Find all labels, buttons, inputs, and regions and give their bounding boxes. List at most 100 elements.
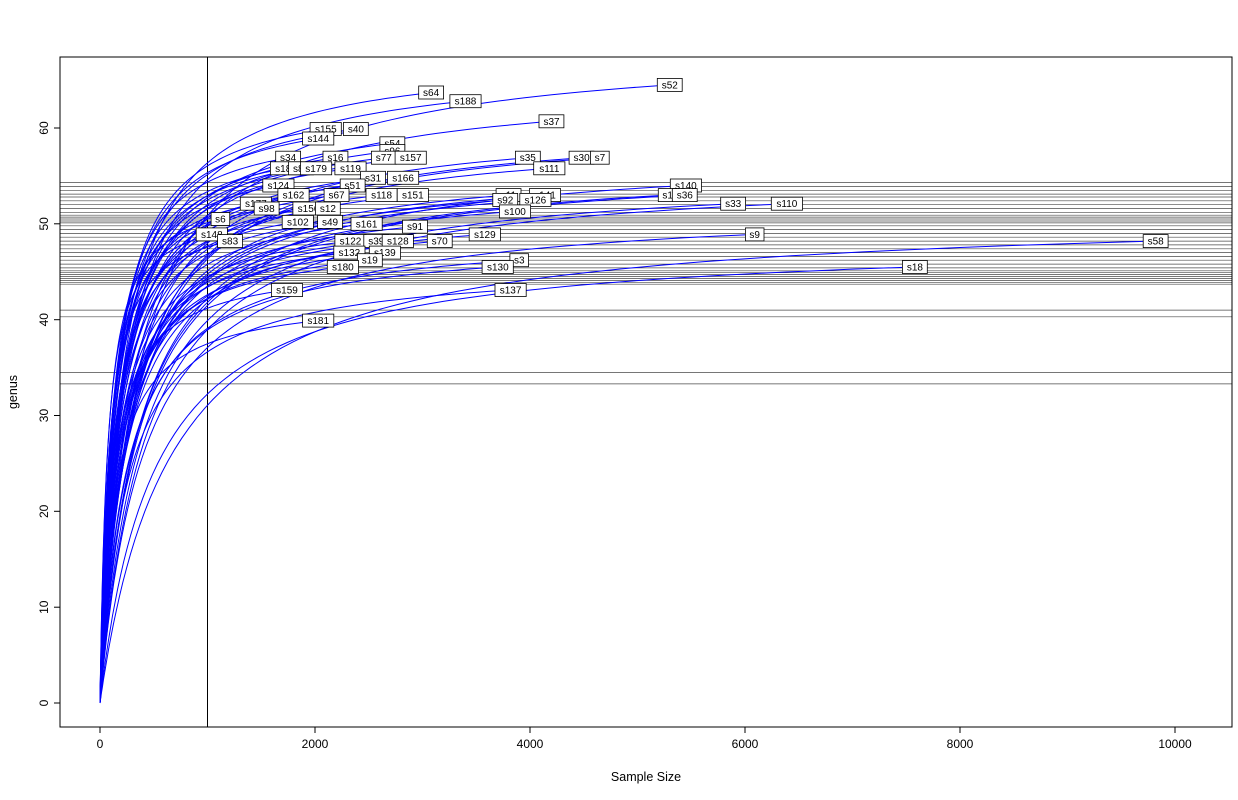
curve-label-s128: s128 [387, 237, 409, 248]
curve-label-s110: s110 [776, 199, 797, 210]
x-tick-label-8000: 8000 [947, 737, 974, 751]
curve-label-s151: s151 [402, 191, 424, 202]
curve-label-s52: s52 [662, 80, 679, 91]
curve-label-s35: s35 [520, 153, 537, 164]
curve-label-box-s98 [253, 201, 280, 216]
curve-label-box-s157 [394, 150, 427, 165]
rarefaction-curve-s137 [99, 289, 511, 703]
curve-label-box-s100 [498, 204, 531, 219]
curve-label-s100: s100 [504, 207, 526, 218]
curve-label-s119: s119 [340, 164, 361, 175]
curve-label-s91: s91 [407, 222, 424, 233]
curve-label-s49: s49 [322, 217, 339, 228]
curve-label-s161: s161 [356, 219, 378, 230]
curve-label-s98: s98 [259, 204, 276, 215]
curve-label-box-s70 [426, 234, 453, 249]
curve-label-s157: s157 [400, 153, 422, 164]
curve-label-box-s161 [350, 216, 383, 231]
curve-label-s77: s77 [376, 153, 393, 164]
curve-label-s36: s36 [677, 191, 694, 202]
curve-label-s67: s67 [328, 191, 345, 202]
curve-label-box-s37 [538, 114, 565, 129]
curve-label-s7: s7 [595, 153, 606, 164]
curve-label-box-s180 [326, 260, 359, 274]
curve-label-box-s35 [515, 150, 541, 165]
curve-label-box-s18 [902, 260, 928, 274]
curve-label-box-s40 [342, 122, 369, 136]
curve-label-box-s188 [449, 94, 482, 109]
x-tick-label-0: 0 [97, 737, 104, 751]
curve-label-s33: s33 [725, 199, 742, 210]
curve-label-s30: s30 [574, 153, 591, 164]
curve-label-s122: s122 [340, 237, 362, 248]
curve-label-s139: s139 [374, 248, 396, 259]
curve-label-box-s9 [745, 227, 765, 242]
curve-label-box-s7 [590, 150, 610, 165]
y-axis-title: genus [6, 375, 20, 409]
y-tick-label-50: 50 [37, 217, 51, 231]
curve-label-box-s111 [533, 161, 566, 176]
y-tick-label-40: 40 [37, 313, 51, 327]
curve-label-s51: s51 [345, 181, 362, 192]
curve-label-s18: s18 [907, 263, 924, 274]
rarefaction-curve-s83 [99, 240, 231, 703]
rarefaction-curve-s181 [99, 320, 319, 703]
curve-label-s102: s102 [287, 217, 309, 228]
rarefaction-curve-s130 [99, 266, 498, 703]
curve-label-s111: s111 [539, 164, 560, 175]
y-tick-label-30: 30 [37, 409, 51, 423]
curve-label-s16: s16 [327, 153, 344, 164]
curve-label-s129: s129 [474, 230, 496, 241]
curve-label-s1: s1 [662, 191, 673, 202]
rarefaction-curve-s92 [99, 199, 506, 703]
curve-label-s181: s181 [307, 316, 329, 327]
curve-label-box-s129 [468, 227, 501, 242]
y-tick-label-20: 20 [37, 504, 51, 518]
curve-label-box-s52 [656, 78, 683, 92]
curve-label-s159: s159 [276, 286, 298, 297]
curve-label-s124: s124 [268, 181, 290, 192]
x-tick-label-2000: 2000 [302, 737, 329, 751]
curve-label-s31: s31 [365, 173, 382, 184]
rarefaction-curve-s51 [99, 185, 353, 703]
curve-label-s37: s37 [543, 117, 560, 128]
rarefaction-curve-s35 [99, 157, 528, 703]
x-tick-label-4000: 4000 [517, 737, 544, 751]
curve-label-box-s130 [481, 260, 514, 274]
curve-label-box-s64 [418, 85, 445, 100]
x-axis-title: Sample Size [611, 770, 681, 784]
rarefaction-curve-s54 [99, 142, 393, 703]
rarefaction-curve-s141 [99, 194, 546, 703]
curve-label-box-s137 [494, 283, 527, 297]
curve-label-s6: s6 [215, 215, 226, 226]
curve-label-s148: s148 [201, 230, 223, 241]
rarefaction-curve-s36 [99, 194, 685, 703]
curve-label-box-s36 [671, 188, 698, 203]
curve-label-box-s49 [317, 214, 343, 229]
curve-label-box-s126 [519, 192, 552, 207]
curve-label-s39: s39 [368, 237, 385, 248]
curve-label-s188: s188 [455, 97, 477, 108]
curve-label-s34: s34 [280, 153, 297, 164]
curve-label-box-s102 [281, 214, 314, 229]
curve-label-s140: s140 [675, 181, 697, 192]
curve-label-box-s179 [300, 161, 333, 176]
curve-label-s180: s180 [332, 263, 354, 274]
curve-label-s126: s126 [525, 195, 547, 206]
y-tick-label-0: 0 [37, 699, 51, 706]
curve-label-s70: s70 [432, 237, 449, 248]
rarefaction-curve-s96 [99, 150, 393, 703]
curve-label-s156: s156 [298, 204, 320, 215]
curve-label-s130: s130 [487, 263, 509, 274]
curve-label-box-s91 [402, 219, 428, 234]
curve-label-s179: s179 [305, 164, 327, 175]
curve-label-s12: s12 [320, 204, 337, 215]
curve-label-s64: s64 [423, 88, 440, 99]
rarefaction-curve-s9 [99, 233, 755, 703]
curve-label-s137: s137 [500, 286, 522, 297]
curve-label-s83: s83 [222, 237, 239, 248]
curve-label-s132: s132 [339, 248, 361, 259]
curve-label-s3: s3 [514, 256, 525, 267]
curve-label-box-s33 [720, 196, 747, 211]
